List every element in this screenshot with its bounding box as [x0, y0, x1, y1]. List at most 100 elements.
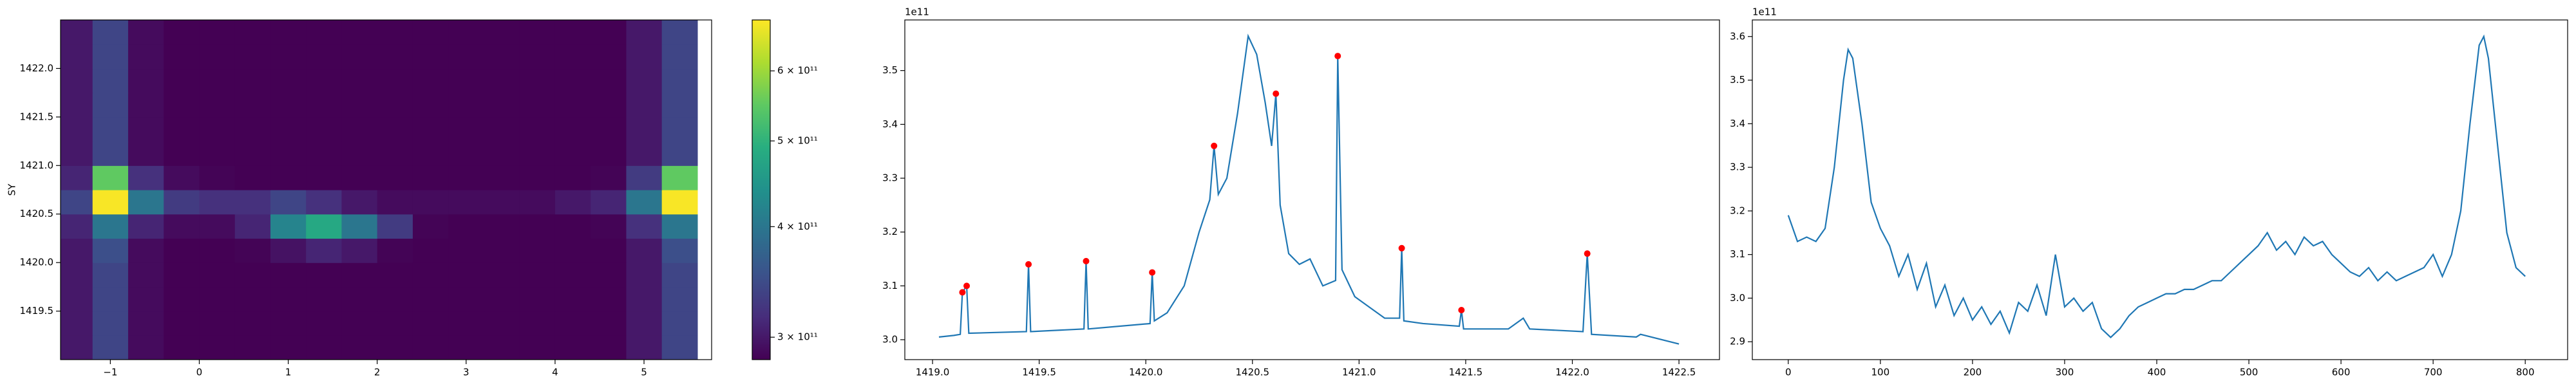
heatmap-cell [164, 262, 200, 288]
heatmap-cell [484, 335, 520, 360]
x-tick-label: 5 [641, 367, 647, 378]
axes-frame [1752, 19, 2568, 360]
colorbar-tick-label: 4 × 10¹¹ [777, 221, 818, 232]
heatmap-cell [199, 68, 236, 93]
heatmap-cell [377, 311, 413, 336]
heatmap-cell [270, 262, 307, 288]
heatmap-cell [448, 238, 485, 263]
heatmap-cell [92, 262, 129, 288]
heatmap-cell [554, 286, 591, 312]
heatmap-cell [554, 311, 591, 336]
heatmap-cell [519, 335, 556, 360]
heatmap-cell [554, 165, 591, 190]
heatmap-cell [377, 116, 413, 142]
heatmap-cell [626, 238, 663, 263]
heatmap-cell [92, 335, 129, 360]
heatmap-cell [199, 311, 236, 336]
heatmap-cell [484, 116, 520, 142]
heatmap-cell [270, 68, 307, 93]
heatmap-cell [199, 44, 236, 69]
heatmap-cell [661, 93, 698, 118]
y-tick-label: 1420.5 [20, 208, 54, 219]
heatmap-cell [234, 141, 271, 166]
heatmap-cell [164, 44, 200, 69]
heatmap-cell [164, 93, 200, 118]
heatmap-cell [448, 44, 485, 69]
x-tick-label: 1421.5 [1449, 367, 1483, 378]
heatmap-cell [591, 141, 627, 166]
heatmap-cell [448, 335, 485, 360]
heatmap-cell [306, 311, 343, 336]
heatmap-cell [591, 238, 627, 263]
heatmap-cell [234, 68, 271, 93]
heatmap-cell [234, 335, 271, 360]
heatmap-cell [626, 286, 663, 312]
heatmap-cell [234, 214, 271, 239]
x-tick-label: 0 [1785, 367, 1792, 378]
heatmap-cell [661, 44, 698, 69]
heatmap-cell [519, 165, 556, 190]
heatmap-cell [661, 116, 698, 142]
y-tick-label: 1420.0 [20, 257, 54, 268]
heatmap-cell [519, 190, 556, 215]
heatmap-cell [128, 262, 164, 288]
heatmap-cell [591, 68, 627, 93]
heatmap-cell [234, 238, 271, 263]
heatmap-cell [661, 214, 698, 239]
heatmap-cell [92, 286, 129, 312]
data-line [938, 33, 1680, 345]
heatmap-cell [92, 311, 129, 336]
heatmap-cell [199, 93, 236, 118]
heatmap-cell [92, 20, 129, 45]
heatmap-cell [377, 286, 413, 312]
heatmap-cell [306, 190, 343, 215]
peak-marker [1584, 250, 1591, 257]
heatmap-cell [128, 20, 164, 45]
x-tick-label: 1 [285, 367, 292, 378]
y-tick-label: 3.2 [882, 226, 898, 237]
heatmap-cell [591, 311, 627, 336]
heatmap-cell [519, 286, 556, 312]
heatmap-cell [306, 116, 343, 142]
heatmap-cell [164, 190, 200, 215]
y-tick-label: 1421.5 [20, 111, 54, 122]
heatmap-cell [554, 44, 591, 69]
heatmap-cell [234, 116, 271, 142]
peak-marker [1398, 244, 1405, 252]
heatmap-cell [341, 238, 378, 263]
heatmap-cell [412, 93, 449, 118]
y-tick-label: 1422.0 [20, 62, 54, 74]
heatmap-cell [164, 286, 200, 312]
heatmap-cell [270, 286, 307, 312]
colorbar-tick-label: 6 × 10¹¹ [777, 65, 818, 77]
heatmap-cell [412, 335, 449, 360]
y-tick-label: 3.6 [1730, 30, 1745, 42]
heatmap-cell [377, 20, 413, 45]
heatmap-cell [164, 141, 200, 166]
heatmap-cell [92, 44, 129, 69]
heatmap-cell [270, 44, 307, 69]
heatmap-cell [661, 311, 698, 336]
heatmap-cell [591, 214, 627, 239]
heatmap-cell [591, 335, 627, 360]
heatmap-cell [61, 335, 93, 360]
heatmap-cell [234, 44, 271, 69]
heatmap-cell [412, 214, 449, 239]
heatmap-cell [448, 262, 485, 288]
peak-marker [1025, 261, 1032, 268]
colorbar [752, 19, 771, 360]
heatmap-cell [61, 93, 93, 118]
heatmap-cell [128, 190, 164, 215]
heatmap-cell [484, 286, 520, 312]
heatmap-cell [377, 44, 413, 69]
heatmap-cell [626, 214, 663, 239]
heatmap-cell [661, 190, 698, 215]
x-tick-label: 400 [2148, 367, 2166, 378]
heatmap-cell [448, 165, 485, 190]
y-axis-label: SY [6, 183, 18, 196]
heatmap-cell [626, 165, 663, 190]
heatmap-cell [128, 238, 164, 263]
heatmap-cell [92, 141, 129, 166]
heatmap-cell [661, 165, 698, 190]
x-tick-label: 1420.0 [1129, 367, 1163, 378]
